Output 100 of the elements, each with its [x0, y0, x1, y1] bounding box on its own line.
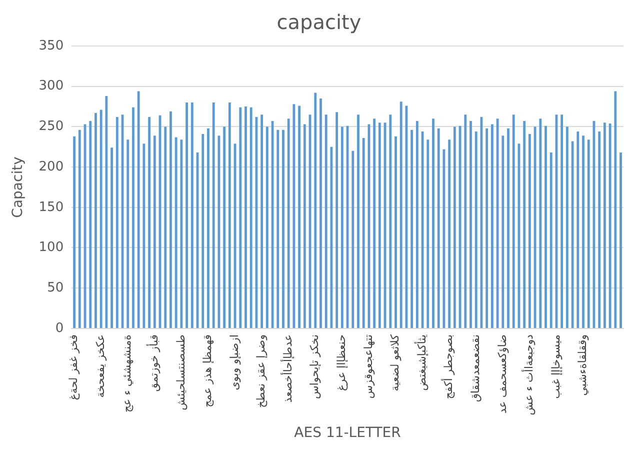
bar [223, 126, 226, 328]
bar [324, 114, 328, 328]
bar [276, 130, 280, 328]
y-tick-label: 300 [38, 78, 64, 94]
bar [89, 121, 92, 328]
bar [410, 130, 414, 328]
bar [523, 121, 526, 328]
bar [474, 132, 478, 328]
bar [357, 114, 360, 328]
x-tick-label: ازضبإو وبوى [228, 334, 241, 390]
bar [373, 118, 376, 328]
bar [336, 112, 338, 328]
bar [352, 150, 354, 328]
bar [202, 134, 204, 328]
bar [502, 136, 504, 328]
bar [566, 126, 568, 328]
bar [608, 123, 612, 328]
x-tick-label: عدطإأحاأخصعذ [280, 334, 294, 403]
x-tick-label: فخز غفز لحةغ [67, 334, 80, 400]
bar [576, 132, 580, 328]
bar [244, 106, 247, 328]
x-tick-label: حنعظإاإ عرغ [335, 334, 348, 392]
bar [378, 122, 381, 328]
bar [464, 114, 467, 328]
bar [126, 140, 130, 328]
bar [287, 118, 290, 328]
x-tick-label: قبأز خوزتمق [146, 334, 161, 392]
y-tick-label: 350 [38, 38, 64, 54]
x-tick-label: نخكز تإيحواس [308, 334, 322, 399]
x-tick-label: عكخز يفعحخة [94, 334, 107, 398]
x-tick-label: ميسوخإإإ غبب [549, 334, 562, 399]
x-tick-label: وضرإ عقز نعطخ [254, 334, 268, 408]
bar [303, 124, 306, 328]
bar [620, 152, 622, 328]
bar [218, 136, 220, 328]
bar [490, 124, 494, 328]
x-tick-label: ةمنشهشئي ء عج [120, 334, 134, 412]
bar [394, 136, 397, 328]
x-tick-label: كلاثعو لضعية [388, 334, 402, 392]
x-tick-label: وققلقاةءشبي [576, 334, 590, 396]
bar [539, 118, 542, 328]
bar [116, 117, 118, 328]
bar [255, 117, 258, 328]
bar [164, 126, 167, 328]
bar [314, 92, 317, 328]
bar [432, 118, 434, 328]
x-axis-title: AES 11-LETTER [294, 425, 402, 442]
bar [598, 132, 601, 328]
bar [330, 146, 333, 328]
bar [228, 102, 231, 328]
bar [78, 130, 81, 328]
bar [362, 138, 365, 328]
bar [426, 140, 430, 328]
y-axis-title: Capacity [10, 156, 26, 218]
bar [550, 152, 552, 328]
bar [389, 114, 392, 328]
bar [614, 91, 617, 328]
bar [587, 140, 590, 328]
bar [448, 140, 451, 328]
x-tick-label: بصوجطر أكفج [441, 334, 456, 400]
bar [94, 112, 97, 328]
bar [260, 114, 264, 328]
bar [603, 122, 606, 328]
bar [100, 110, 102, 328]
bar [512, 114, 515, 328]
x-tick-label: تتهاعجعوقزس [362, 334, 375, 399]
bar [582, 136, 584, 328]
bar [174, 137, 178, 328]
y-tick-label: 0 [55, 320, 64, 336]
bar [180, 140, 183, 328]
bar [320, 98, 322, 328]
y-tick-label: 100 [38, 240, 64, 256]
y-tick-label: 50 [47, 280, 64, 296]
bar [453, 126, 456, 328]
bar [470, 121, 472, 328]
bar [282, 130, 284, 328]
x-tick-label: ضاؤكعسحمف عد [496, 334, 509, 414]
y-tick-label: 150 [38, 200, 64, 215]
bar [298, 106, 301, 328]
x-tick-label: نقضعمعدشقاق [468, 334, 482, 402]
bar [292, 104, 296, 328]
x-tick-label: قهمظإ هذز عمج [201, 334, 214, 408]
bar [148, 117, 151, 328]
bar [528, 134, 531, 328]
bar [142, 144, 146, 328]
bar [207, 128, 210, 328]
bar [190, 102, 194, 328]
x-tick-label: يثأكبإشيغتض [413, 334, 428, 391]
bar [507, 128, 510, 328]
bar [73, 136, 76, 328]
bar [266, 126, 268, 328]
bar [560, 114, 564, 328]
bar [239, 107, 242, 328]
bar [186, 102, 188, 328]
x-tick-label: طسصنتسلحيئش [174, 334, 188, 410]
bar [340, 126, 344, 328]
bar [437, 128, 440, 328]
bar [544, 126, 547, 328]
bar [170, 111, 172, 328]
chart-title: capacity [276, 10, 362, 34]
